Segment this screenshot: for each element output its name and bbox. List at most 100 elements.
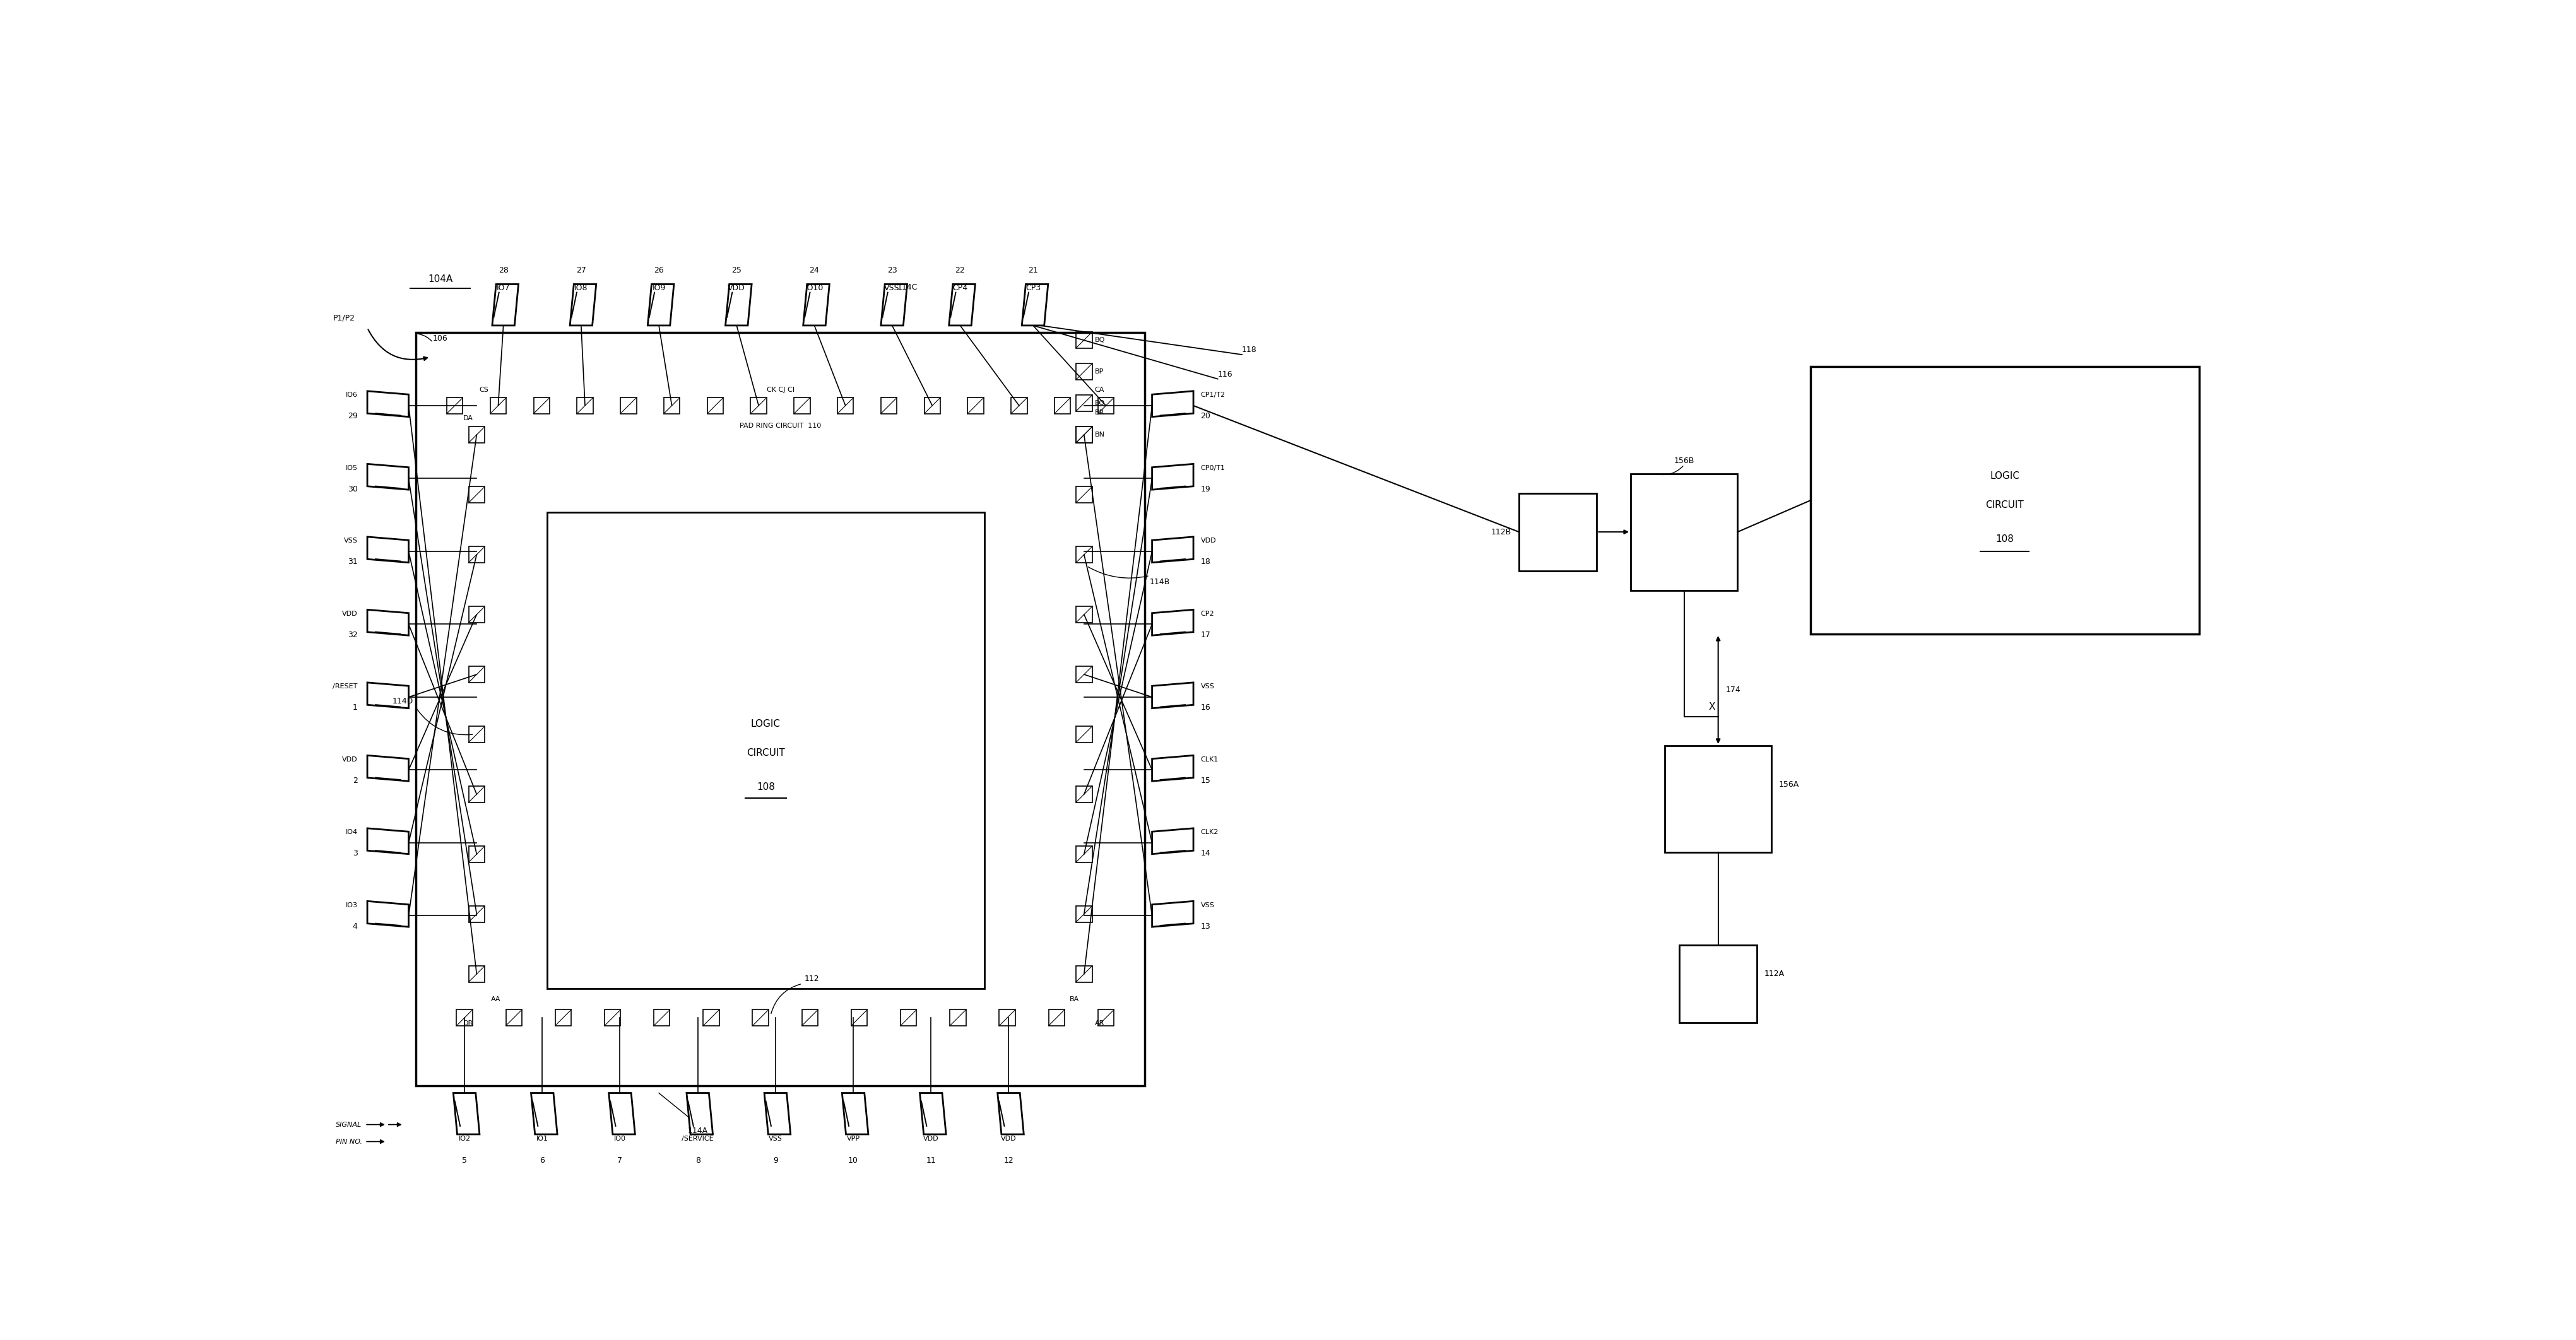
Polygon shape — [368, 391, 410, 417]
Text: CIRCUIT: CIRCUIT — [1986, 500, 2025, 511]
Text: 114A: 114A — [688, 1127, 708, 1135]
Text: P1/P2: P1/P2 — [332, 314, 355, 323]
Text: 23: 23 — [886, 267, 896, 275]
Polygon shape — [453, 1093, 479, 1134]
Polygon shape — [492, 284, 518, 326]
Text: CLK2: CLK2 — [1200, 829, 1218, 835]
Bar — [1077, 906, 1092, 922]
Bar — [505, 1010, 523, 1025]
Text: VDD: VDD — [343, 611, 358, 616]
Text: BO: BO — [1095, 401, 1105, 406]
Bar — [469, 726, 484, 742]
Polygon shape — [368, 900, 410, 927]
Text: VDD: VDD — [729, 284, 744, 292]
Bar — [1520, 493, 1597, 571]
Bar — [951, 1010, 966, 1025]
Text: CA: CA — [1095, 387, 1105, 393]
Bar — [1010, 398, 1028, 414]
Text: 116: 116 — [1218, 370, 1231, 378]
Text: IO10: IO10 — [806, 284, 824, 292]
Text: 31: 31 — [348, 557, 358, 567]
Polygon shape — [368, 537, 410, 563]
Bar — [469, 666, 484, 682]
Polygon shape — [881, 284, 907, 326]
Bar — [1097, 1010, 1113, 1025]
Bar — [469, 607, 484, 623]
Polygon shape — [1151, 682, 1193, 709]
Text: VDD: VDD — [343, 756, 358, 762]
Text: CP0/T1: CP0/T1 — [1200, 465, 1226, 470]
Bar — [999, 1010, 1015, 1025]
Bar — [703, 1010, 719, 1025]
Polygon shape — [804, 284, 829, 326]
Text: 21: 21 — [1028, 267, 1038, 275]
Bar — [469, 906, 484, 922]
Bar — [1664, 745, 1772, 852]
Bar — [605, 1010, 621, 1025]
Text: X: X — [1708, 702, 1716, 712]
Bar — [752, 1010, 768, 1025]
Bar — [577, 398, 592, 414]
Polygon shape — [765, 1093, 791, 1134]
Text: CP1/T2: CP1/T2 — [1200, 391, 1226, 398]
Text: 114C: 114C — [896, 283, 917, 292]
Text: 20: 20 — [1200, 413, 1211, 421]
Text: 24: 24 — [809, 267, 819, 275]
Text: CP3: CP3 — [1025, 284, 1041, 292]
Bar — [850, 1010, 868, 1025]
Bar — [1077, 426, 1092, 442]
Text: DA: DA — [464, 415, 474, 422]
Bar — [1077, 666, 1092, 682]
Text: CP2: CP2 — [1200, 611, 1213, 616]
Bar — [469, 426, 484, 442]
Text: 112A: 112A — [1765, 970, 1785, 978]
Bar — [665, 398, 680, 414]
Text: 18: 18 — [1200, 557, 1211, 567]
Text: 12: 12 — [1005, 1156, 1015, 1164]
Text: 17: 17 — [1200, 631, 1211, 639]
Text: 108: 108 — [1996, 535, 2014, 544]
Text: SIGNAL: SIGNAL — [335, 1122, 361, 1128]
Polygon shape — [1023, 284, 1048, 326]
Bar — [469, 787, 484, 803]
Text: VSS: VSS — [1200, 683, 1213, 690]
Bar — [1077, 395, 1092, 411]
Text: IO5: IO5 — [345, 465, 358, 470]
Bar — [469, 547, 484, 563]
Text: 114B: 114B — [1149, 578, 1170, 587]
Text: 28: 28 — [497, 267, 507, 275]
Text: 118: 118 — [1242, 346, 1257, 354]
Text: LOGIC: LOGIC — [752, 720, 781, 729]
Bar — [1077, 726, 1092, 742]
Polygon shape — [368, 756, 410, 781]
Text: BR: BR — [1095, 410, 1105, 415]
Bar — [1811, 367, 2200, 634]
Polygon shape — [842, 1093, 868, 1134]
Text: 156B: 156B — [1674, 457, 1695, 465]
Text: BA: BA — [1069, 996, 1079, 1002]
Text: 9: 9 — [773, 1156, 778, 1164]
Polygon shape — [368, 610, 410, 635]
Polygon shape — [608, 1093, 636, 1134]
Text: 16: 16 — [1200, 704, 1211, 712]
Bar — [446, 398, 464, 414]
Polygon shape — [569, 284, 595, 326]
Polygon shape — [368, 464, 410, 489]
Text: 32: 32 — [348, 631, 358, 639]
Text: IO9: IO9 — [652, 284, 665, 292]
Bar — [793, 398, 809, 414]
Text: 11: 11 — [925, 1156, 935, 1164]
Polygon shape — [1151, 828, 1193, 854]
Text: 112: 112 — [804, 974, 819, 984]
Text: 14: 14 — [1200, 850, 1211, 858]
Bar — [1077, 966, 1092, 982]
Bar — [708, 398, 724, 414]
Text: 7: 7 — [618, 1156, 623, 1164]
Text: VPP: VPP — [848, 1135, 860, 1142]
Bar — [546, 512, 984, 989]
Text: BN: BN — [1095, 431, 1105, 438]
Bar — [556, 1010, 572, 1025]
Bar — [1077, 547, 1092, 563]
Bar — [1054, 398, 1072, 414]
Text: IO4: IO4 — [345, 829, 358, 835]
